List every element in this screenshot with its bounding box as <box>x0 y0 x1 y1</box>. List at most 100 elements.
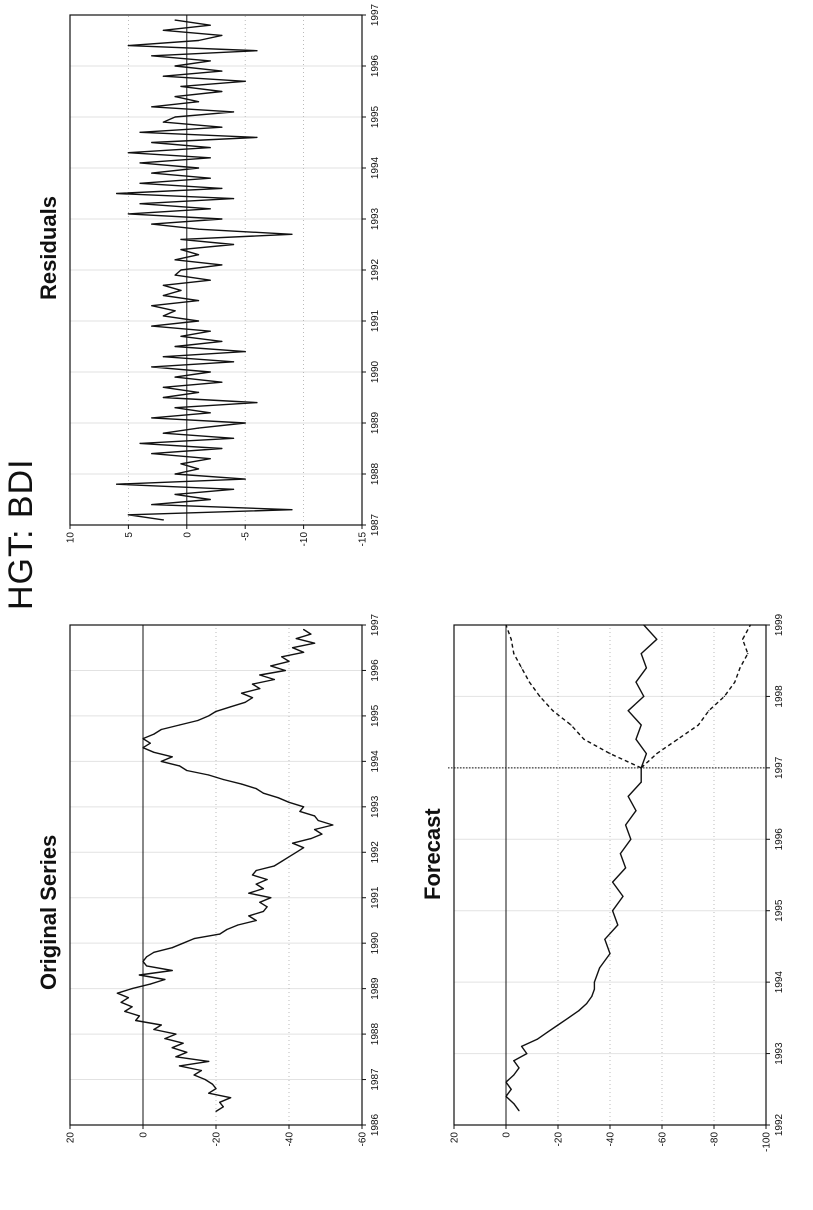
data-point <box>521 1045 523 1047</box>
data-point <box>708 710 710 712</box>
data-point <box>314 815 316 817</box>
x-tick-label: 1991 <box>370 886 381 909</box>
data-point <box>262 910 264 912</box>
data-point <box>174 376 176 378</box>
data-point <box>221 90 223 93</box>
data-point <box>209 157 211 159</box>
data-point <box>180 85 182 87</box>
data-point <box>749 624 751 626</box>
data-point <box>593 981 595 983</box>
data-point <box>232 488 235 490</box>
data-point <box>162 315 165 317</box>
data-point <box>259 674 261 676</box>
data-point <box>139 203 141 205</box>
data-point <box>178 765 181 767</box>
data-point <box>259 901 261 903</box>
data-point <box>127 152 130 154</box>
data-point <box>208 715 210 717</box>
data-point <box>288 660 290 662</box>
data-point <box>510 1088 512 1090</box>
y-tick-label: -20 <box>554 1132 565 1147</box>
data-point <box>209 177 211 179</box>
data-point <box>182 1042 184 1044</box>
data-point <box>162 294 165 297</box>
forecast-chart: -100 -80 -60 -40 -20 0 20 1992 1993 1994 1995 1996 1… <box>448 613 785 1152</box>
data-point <box>215 1087 217 1090</box>
data-point <box>645 753 647 755</box>
data-point <box>211 1083 213 1085</box>
data-point <box>742 638 744 640</box>
data-point <box>513 1074 515 1076</box>
data-point <box>281 656 283 658</box>
data-point <box>232 111 235 113</box>
data-point <box>255 919 257 922</box>
data-point <box>116 483 118 485</box>
data-point <box>643 695 645 697</box>
x-tick-label: 1995 <box>774 899 785 922</box>
data-point <box>200 1069 202 1072</box>
data-point <box>162 386 165 388</box>
data-point <box>221 447 223 450</box>
x-tick-label: 1994 <box>774 971 785 994</box>
y-tick-label: 0 <box>139 1132 150 1138</box>
data-point <box>160 1024 162 1026</box>
data-point <box>164 1038 166 1040</box>
data-point <box>244 351 246 353</box>
data-point <box>131 988 133 990</box>
data-point <box>162 519 165 521</box>
x-tick-label: 1996 <box>370 54 381 77</box>
data-point <box>180 249 182 251</box>
x-tick-label: 1991 <box>370 309 381 332</box>
data-point <box>197 300 200 302</box>
data-point <box>182 942 184 944</box>
x-tick-label: 1990 <box>370 932 381 955</box>
data-point <box>174 19 176 21</box>
data-point <box>221 126 223 128</box>
data-point <box>135 1019 137 1022</box>
data-point <box>630 838 632 840</box>
data-point <box>310 633 312 635</box>
x-tick-label: 1994 <box>370 750 381 773</box>
x-tick-label: 1987 <box>370 513 381 536</box>
data-point <box>174 274 176 276</box>
data-point <box>174 259 176 261</box>
data-point <box>232 243 235 246</box>
data-point <box>209 371 211 373</box>
original-series-panel: Original Series -60 -40 -20 0 20 1986 1987 1988… <box>36 610 396 1170</box>
data-point <box>151 55 153 57</box>
data-point <box>303 628 305 631</box>
data-point <box>138 1015 141 1017</box>
data-point <box>255 788 257 790</box>
data-point <box>583 738 585 740</box>
data-point <box>226 928 228 931</box>
y-tick-label: 0 <box>502 1132 513 1138</box>
data-point <box>241 692 243 694</box>
data-point <box>139 182 141 184</box>
x-tick-label: 1996 <box>774 828 785 851</box>
data-point <box>127 213 130 215</box>
data-point <box>142 960 144 962</box>
data-point <box>232 361 235 363</box>
data-point <box>151 503 153 506</box>
data-point <box>578 1010 580 1012</box>
data-point <box>219 1101 221 1103</box>
x-tick-label: 1997 <box>370 3 381 26</box>
data-point <box>270 897 272 899</box>
data-point <box>317 819 319 822</box>
data-point <box>209 208 211 210</box>
data-point <box>251 697 254 699</box>
data-point <box>723 695 725 697</box>
x-tick-label: 1999 <box>774 613 785 636</box>
x-tick-label: 1995 <box>370 704 381 727</box>
data-point <box>171 947 173 949</box>
data-point <box>174 345 176 348</box>
data-point <box>221 264 223 266</box>
data-point <box>310 838 312 840</box>
data-point <box>251 874 254 876</box>
series-line-3 <box>640 624 752 769</box>
data-point <box>174 116 176 118</box>
data-point <box>221 381 223 383</box>
data-point <box>255 883 257 885</box>
data-point <box>178 1065 181 1067</box>
